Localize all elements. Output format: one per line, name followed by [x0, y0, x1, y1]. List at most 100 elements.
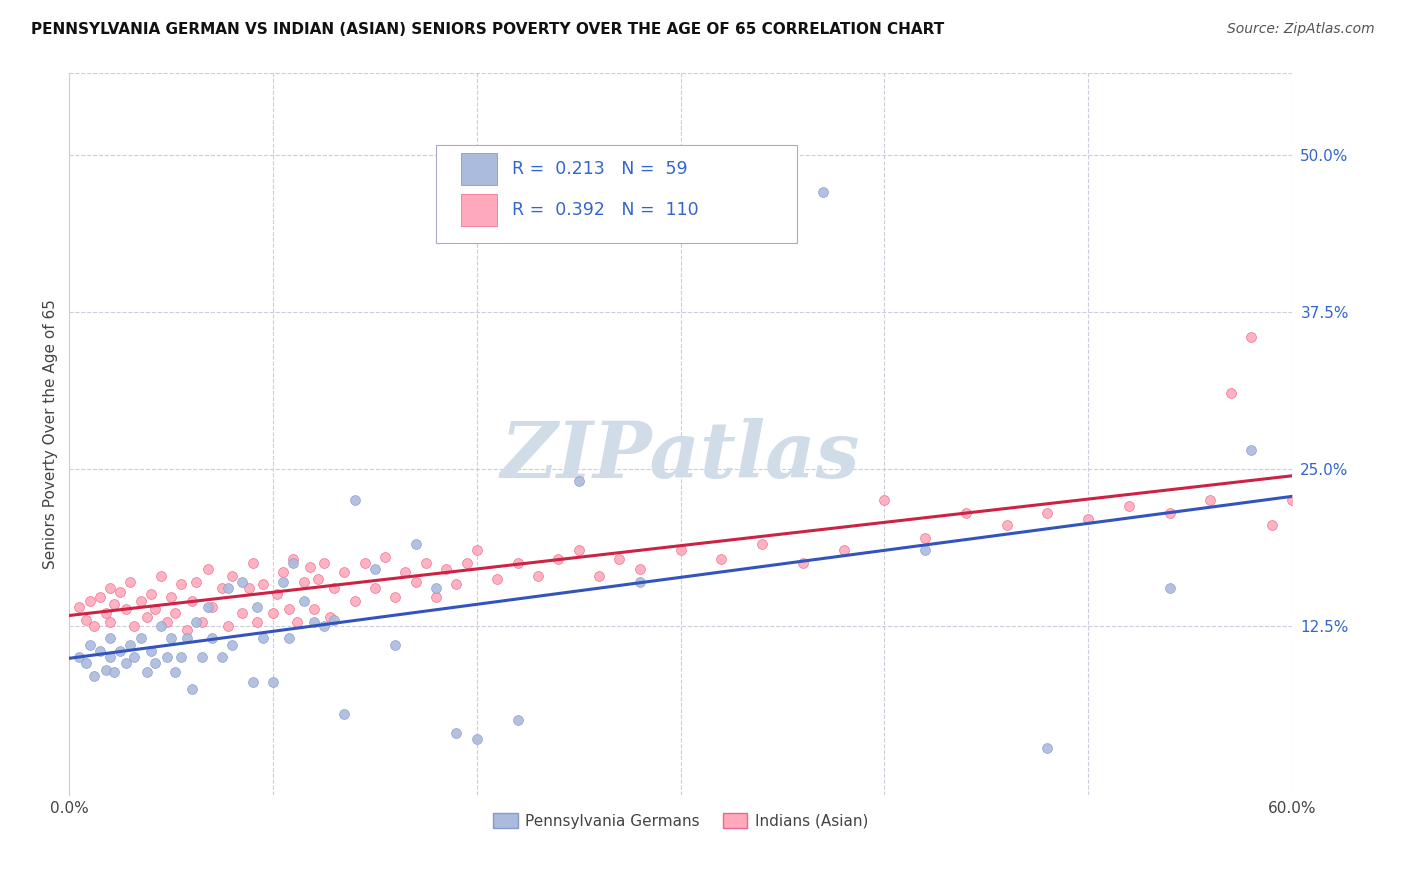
Point: [211, 650, 233, 665]
Point: [669, 543, 692, 558]
Point: [129, 632, 152, 646]
Point: [217, 619, 239, 633]
Point: [1403, 481, 1406, 495]
Point: [176, 632, 198, 646]
Point: [1199, 493, 1222, 508]
Point: [170, 577, 193, 591]
Point: [1362, 487, 1385, 501]
Point: [98, 632, 121, 646]
Point: [94, 663, 117, 677]
Point: [83, 669, 105, 683]
Point: [115, 602, 138, 616]
Point: [312, 556, 335, 570]
Point: [271, 574, 294, 589]
Point: [333, 706, 356, 721]
Text: Source: ZipAtlas.com: Source: ZipAtlas.com: [1227, 22, 1375, 37]
Point: [1382, 468, 1405, 483]
Point: [832, 543, 855, 558]
Point: [108, 644, 131, 658]
Point: [506, 556, 529, 570]
Point: [446, 725, 468, 739]
Point: [120, 574, 142, 589]
Point: [486, 572, 509, 586]
Point: [98, 650, 121, 665]
Point: [292, 574, 315, 589]
Point: [319, 610, 342, 624]
Point: [343, 593, 366, 607]
Point: [1322, 481, 1344, 495]
Point: [292, 593, 315, 607]
Point: [547, 552, 569, 566]
Legend: Pennsylvania Germans, Indians (Asian): Pennsylvania Germans, Indians (Asian): [486, 807, 875, 835]
Point: [609, 552, 631, 566]
Point: [323, 613, 346, 627]
Point: [527, 568, 550, 582]
Point: [298, 559, 321, 574]
Point: [75, 613, 97, 627]
Point: [425, 590, 447, 604]
Point: [1240, 330, 1263, 344]
Point: [1159, 581, 1181, 595]
Point: [1240, 442, 1263, 457]
Point: [1036, 506, 1059, 520]
Point: [628, 562, 651, 576]
Text: ZIPatlas: ZIPatlas: [501, 417, 860, 494]
Point: [914, 531, 936, 545]
Point: [197, 599, 219, 614]
Point: [1260, 518, 1282, 533]
Point: [149, 568, 172, 582]
Point: [165, 606, 187, 620]
Point: [160, 632, 183, 646]
Point: [302, 615, 325, 629]
Point: [1281, 493, 1303, 508]
Point: [190, 615, 212, 629]
Point: [124, 619, 146, 633]
Point: [160, 590, 183, 604]
Point: [98, 581, 121, 595]
Point: [165, 665, 187, 680]
Point: [343, 493, 366, 508]
Point: [312, 619, 335, 633]
Point: [333, 565, 356, 579]
Point: [190, 650, 212, 665]
Point: [124, 650, 146, 665]
Point: [456, 556, 478, 570]
Point: [307, 572, 329, 586]
Text: PENNSYLVANIA GERMAN VS INDIAN (ASIAN) SENIORS POVERTY OVER THE AGE OF 65 CORRELA: PENNSYLVANIA GERMAN VS INDIAN (ASIAN) SE…: [31, 22, 945, 37]
Point: [588, 568, 610, 582]
Point: [353, 556, 375, 570]
Point: [1341, 475, 1364, 489]
Point: [79, 638, 101, 652]
Point: [628, 574, 651, 589]
Point: [384, 590, 406, 604]
Point: [103, 598, 125, 612]
Point: [252, 632, 274, 646]
Point: [446, 577, 468, 591]
Point: [83, 619, 105, 633]
Point: [278, 632, 301, 646]
Point: [434, 562, 457, 576]
Point: [278, 602, 301, 616]
Point: [238, 581, 260, 595]
Point: [129, 593, 152, 607]
Point: [792, 556, 814, 570]
Point: [221, 568, 243, 582]
Point: [156, 615, 179, 629]
Point: [217, 581, 239, 595]
Point: [103, 665, 125, 680]
Text: R =  0.213   N =  59: R = 0.213 N = 59: [512, 160, 688, 178]
Point: [287, 615, 309, 629]
Point: [262, 675, 284, 690]
Point: [425, 581, 447, 595]
Point: [995, 518, 1018, 533]
Point: [283, 552, 305, 566]
Point: [242, 675, 264, 690]
Text: R =  0.392   N =  110: R = 0.392 N = 110: [512, 202, 699, 219]
Point: [568, 475, 591, 489]
Point: [149, 619, 172, 633]
Point: [170, 650, 193, 665]
Point: [79, 593, 101, 607]
Point: [135, 610, 157, 624]
Point: [1077, 512, 1099, 526]
Point: [67, 599, 90, 614]
